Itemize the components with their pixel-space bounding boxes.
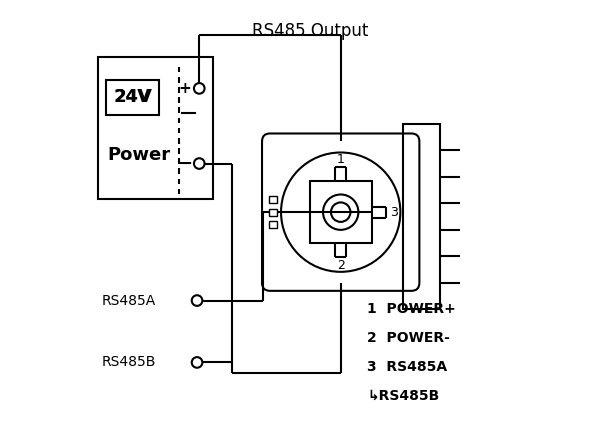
Text: Power: Power [107,146,170,164]
Bar [106,80,160,115]
Circle shape [194,158,205,169]
Bar [98,57,212,199]
Text: 2: 2 [337,259,345,272]
Bar [269,196,276,203]
Bar [403,124,440,309]
Circle shape [192,295,202,306]
Bar [269,209,276,216]
Text: 1: 1 [337,152,345,166]
Text: 3  RS485A: 3 RS485A [367,360,447,374]
Text: 24V: 24V [115,88,151,106]
Text: 2  POWER-: 2 POWER- [367,331,450,345]
Circle shape [192,357,202,368]
Text: ↳RS485B: ↳RS485B [367,389,439,403]
Text: RS485B: RS485B [101,355,156,370]
Text: 24V: 24V [113,88,152,106]
Text: 3: 3 [390,206,398,219]
Text: 1  POWER+: 1 POWER+ [367,302,456,316]
Text: RS485 Output: RS485 Output [251,22,368,40]
Circle shape [194,83,205,94]
Text: RS485A: RS485A [101,293,156,308]
Bar [269,221,276,228]
Text: +: + [178,81,191,96]
Bar [310,181,372,243]
Text: −: − [177,155,192,172]
